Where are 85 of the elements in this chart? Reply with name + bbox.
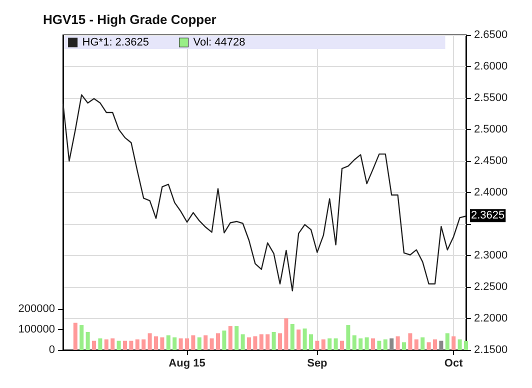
bar	[228, 326, 232, 350]
bar	[315, 340, 320, 350]
bar	[148, 333, 152, 350]
bar	[185, 338, 189, 350]
bar	[396, 336, 400, 350]
bar	[154, 336, 158, 350]
bar	[240, 334, 245, 350]
bar	[284, 318, 288, 350]
y2-tick-label: 0	[48, 344, 55, 356]
y-tick-label: 2.5000	[474, 124, 508, 136]
bar	[104, 339, 108, 350]
y2-tick-label: 200000	[18, 303, 55, 316]
bar	[216, 333, 220, 350]
bar	[278, 333, 282, 350]
bar	[92, 340, 96, 350]
bar	[266, 334, 270, 350]
bar	[390, 338, 394, 350]
bar	[296, 330, 301, 350]
y-tick-label: 2.6000	[474, 60, 508, 72]
bar	[222, 330, 226, 350]
text: 2.3625	[471, 210, 505, 222]
y-tick-label: 2.3000	[474, 250, 508, 262]
bar	[309, 334, 313, 350]
bar	[142, 339, 146, 350]
bar	[290, 324, 294, 350]
y2-tick-label: 100000	[18, 324, 55, 336]
bar	[210, 338, 214, 350]
bar	[80, 325, 84, 350]
bar	[234, 326, 239, 350]
x-tick-label: Oct	[444, 358, 464, 370]
y-tick-label: 2.2500	[474, 281, 508, 293]
bar	[426, 342, 431, 350]
bar	[334, 338, 338, 350]
x-tick-label: Sep	[307, 358, 328, 370]
bar	[371, 338, 375, 350]
bar	[452, 336, 456, 350]
bar	[259, 334, 264, 350]
bar	[433, 339, 437, 350]
bar	[377, 340, 382, 350]
line-series	[62, 94, 467, 292]
bar	[272, 332, 276, 350]
legend-label: HG*1: 2.3625	[82, 36, 149, 48]
bar	[302, 328, 307, 350]
bar	[346, 325, 350, 350]
bar	[364, 337, 369, 350]
chart-title: HGV15 - High Grade Copper	[43, 12, 216, 27]
bar	[253, 336, 258, 350]
bar	[204, 335, 208, 350]
legend-label: Vol: 44728	[193, 36, 246, 48]
y-tick-label: 2.5500	[474, 92, 508, 104]
bar	[73, 322, 78, 350]
bar	[197, 337, 202, 350]
y-tick-label: 2.4500	[474, 155, 508, 167]
bar	[172, 337, 177, 350]
bar	[116, 340, 121, 350]
y-tick-label: 2.2000	[474, 312, 508, 324]
bar	[129, 340, 134, 350]
y-tick-label: 2.4000	[474, 186, 508, 198]
bar	[247, 337, 251, 350]
bar	[191, 335, 196, 350]
bar	[178, 338, 183, 350]
bar	[123, 340, 127, 350]
bar	[166, 335, 170, 350]
y-tick-label: 2.6500	[474, 29, 508, 41]
bar	[86, 332, 90, 350]
bar	[352, 335, 356, 350]
bar	[458, 339, 462, 350]
bar	[135, 339, 140, 350]
y-tick-label: 2.1500	[474, 344, 508, 356]
bar	[408, 333, 412, 350]
bar	[402, 342, 406, 350]
bar	[328, 338, 332, 350]
bar	[383, 339, 388, 350]
bar	[420, 337, 425, 350]
bar	[464, 340, 468, 350]
bar	[340, 340, 344, 350]
x-tick-label: Aug 15	[168, 358, 206, 370]
bar	[160, 337, 164, 350]
bar	[98, 338, 102, 350]
bar	[439, 340, 444, 350]
bar	[110, 338, 115, 350]
bar	[321, 339, 326, 350]
bar	[445, 333, 450, 350]
bar	[414, 339, 418, 350]
bar	[358, 338, 363, 350]
